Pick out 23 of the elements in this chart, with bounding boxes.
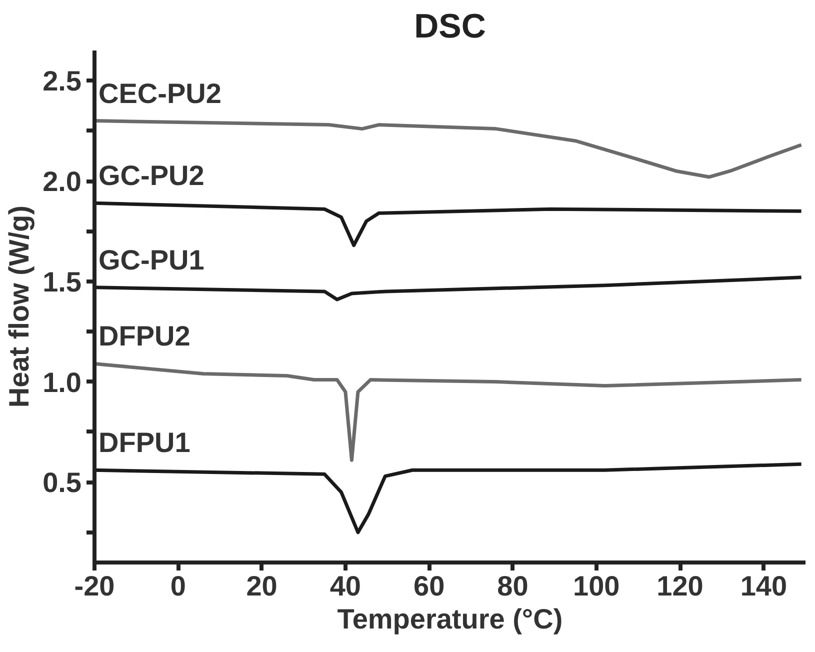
x-tick-label: 140 <box>740 570 788 602</box>
x-tick-label: 0 <box>170 570 186 602</box>
x-tick-label: -20 <box>74 570 115 602</box>
series-label: DFPU2 <box>98 320 190 352</box>
x-tick-label: 100 <box>573 570 620 602</box>
series-label: GC-PU1 <box>98 244 204 276</box>
y-tick-label: 1.5 <box>42 266 82 298</box>
y-tick-label: 2.0 <box>42 166 82 198</box>
series-label: DFPU1 <box>98 427 190 458</box>
x-tick-label: 40 <box>330 570 362 602</box>
y-axis-title: Heat flow (W/g) <box>4 205 35 408</box>
series-label: GC-PU2 <box>98 160 204 192</box>
series-label: CEC-PU2 <box>98 78 222 109</box>
line-series <box>94 362 804 462</box>
y-tick-label: 2.5 <box>42 66 82 97</box>
y-tick-label: 1.0 <box>42 366 82 398</box>
chart-title: DSC <box>414 8 486 46</box>
x-tick-label: 60 <box>414 570 445 602</box>
x-tick-label: 120 <box>656 570 704 602</box>
x-tick-label: 20 <box>246 570 278 602</box>
x-axis-title: Temperature (°C) <box>337 604 563 634</box>
x-tick-label: 80 <box>497 570 528 602</box>
y-tick-label: 0.5 <box>42 467 82 498</box>
